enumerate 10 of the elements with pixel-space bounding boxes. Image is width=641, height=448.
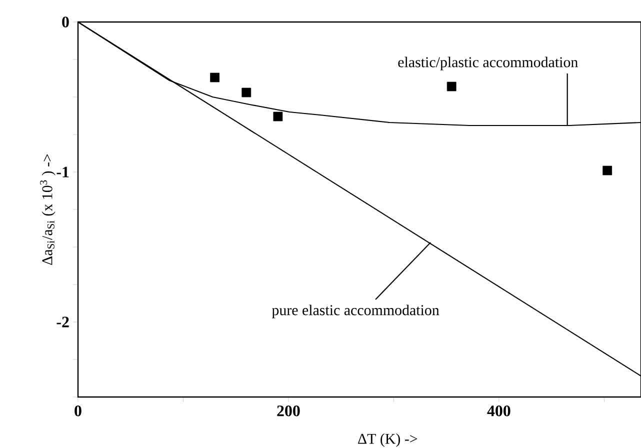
y-tick-label: 0 <box>62 16 69 28</box>
annotation: elastic/plastic accommodation <box>398 56 578 70</box>
x-tick-label: 200 <box>277 406 300 416</box>
y-tick-label: -2 <box>56 316 69 328</box>
x-axis-title: ΔT (K) -> <box>358 433 418 447</box>
x-tick-label: 400 <box>487 406 510 416</box>
x-tick-label: 0 <box>74 406 82 416</box>
annotation: pure elastic accommodation <box>272 304 440 318</box>
y-axis-title: Δa$_{Si}$/a$_{Si}$ (x 10$^{3}$ ) -> <box>40 154 56 265</box>
y-tick-label: -1 <box>56 166 69 178</box>
